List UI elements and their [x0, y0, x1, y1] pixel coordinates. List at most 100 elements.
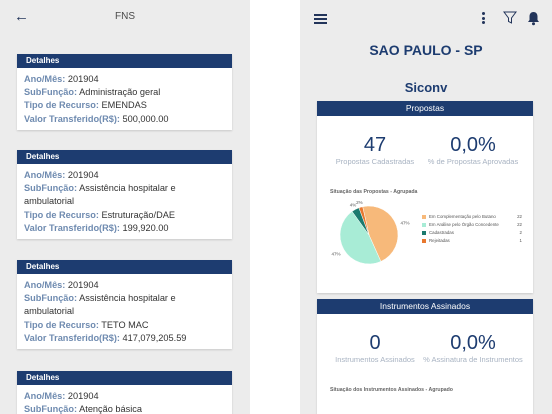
- app-title: Siconv: [404, 80, 448, 95]
- instrumentos-header: Instrumentos Assinados: [317, 299, 533, 314]
- detail-field: SubFunção: Administração geral: [24, 86, 225, 99]
- legend-value: 2: [519, 230, 522, 235]
- field-value: TETO MAC: [101, 319, 149, 330]
- slice-label: 4%: [350, 202, 357, 207]
- field-value: EMENDAS: [101, 100, 147, 111]
- propostas-cadastradas-stat: 47 Propostas Cadastradas: [325, 133, 425, 167]
- field-label: Tipo de Recurso:: [24, 319, 99, 330]
- stat-caption: Instrumentos Assinados: [335, 355, 415, 364]
- legend-item: Cadastradas 2: [422, 229, 522, 237]
- arrow-left-icon[interactable]: ←: [14, 8, 29, 25]
- legend-item: Em Análise pelo Órgão Concedente 22: [422, 221, 522, 229]
- field-label: Ano/Mês:: [24, 170, 66, 180]
- card-header: Detalhes: [17, 260, 232, 274]
- detail-field: Ano/Mês: 201904: [24, 169, 225, 182]
- field-label: SubFunção:: [24, 293, 78, 304]
- slice-label: 47%: [401, 221, 410, 226]
- chart-title: Situação das Propostas - Agrupada: [330, 189, 418, 195]
- field-label: Tipo de Recurso:: [24, 100, 99, 111]
- detail-card: Detalhes Ano/Mês: 201904 SubFunção: Assist…: [17, 260, 232, 350]
- field-label: SubFunção:: [24, 404, 78, 414]
- stat-value: 0,0%: [450, 332, 496, 354]
- field-value: Assistência hospitalar e ambulatorial: [24, 183, 176, 207]
- detail-field: SubFunção: Assistência hospitalar e ambu…: [24, 182, 225, 208]
- legend-label: Em Análise pelo Órgão Concedente: [429, 222, 499, 227]
- filter-icon[interactable]: [503, 11, 517, 25]
- detail-field: Valor Transferido(R$): 417,079,205.59: [24, 332, 225, 345]
- card-header: Detalhes: [17, 54, 232, 68]
- field-value: Assistência hospitalar e ambulatorial: [24, 293, 176, 317]
- card-body: Ano/Mês: 201904 SubFunção: Assistência ho…: [17, 164, 232, 239]
- detail-field: SubFunção: Atenção básica: [24, 403, 225, 414]
- legend-item: Rejeitadas 1: [422, 237, 522, 245]
- page-title: FNS: [115, 11, 135, 22]
- legend-value: 1: [519, 238, 522, 243]
- detail-field: SubFunção: Assistência hospitalar e ambu…: [24, 292, 225, 318]
- detail-field: Tipo de Recurso: EMENDAS: [24, 99, 225, 112]
- detail-field: Ano/Mês: 201904: [24, 73, 225, 86]
- propostas-aprovadas-stat: 0,0% % de Propostas Aprovadas: [423, 133, 523, 167]
- legend-label: Rejeitadas: [429, 238, 450, 243]
- fns-screen: ← FNS Detalhes Ano/Mês: 201904 SubFunção: …: [0, 0, 250, 414]
- stat-value: 47: [363, 134, 387, 156]
- field-value: 201904: [67, 391, 99, 401]
- detail-field: Tipo de Recurso: Estruturação/DAE: [24, 209, 225, 222]
- legend-swatch: [422, 239, 426, 243]
- legend-label: Em Complementação pelo Butano: [429, 214, 496, 219]
- slice-label: 2%: [356, 200, 363, 205]
- field-label: SubFunção:: [24, 183, 78, 194]
- slice-label: 47%: [332, 251, 341, 256]
- detail-field: Ano/Mês: 201904: [24, 390, 225, 403]
- detail-field: Valor Transferido(R$): 199,920.00: [24, 222, 225, 235]
- detail-field: Ano/Mês: 201904: [24, 279, 225, 292]
- card-body: Ano/Mês: 201904 SubFunção: Administração …: [17, 68, 232, 130]
- field-label: Valor Transferido(R$):: [24, 222, 120, 233]
- card-body: Ano/Mês: 201904 SubFunção: Atenção básica: [17, 385, 232, 414]
- siconv-screen: SAO PAULO - SP Siconv Propostas 47 Propo…: [300, 0, 552, 414]
- legend-swatch: [422, 231, 426, 235]
- pie-slice: [362, 205, 399, 262]
- detail-field: Tipo de Recurso: TETO MAC: [24, 319, 225, 332]
- legend-value: 22: [517, 222, 522, 227]
- pie-slice: [339, 211, 382, 265]
- field-value: Atenção básica: [79, 404, 142, 414]
- top-bar: ← FNS: [0, 0, 250, 36]
- instrumentos-assinados-stat: 0 Instrumentos Assinados: [325, 331, 425, 365]
- stat-caption: % de Propostas Aprovadas: [427, 157, 519, 166]
- stat-caption: % Assinatura de Instrumentos: [423, 355, 523, 364]
- stat-value: 0: [369, 332, 381, 354]
- field-value: 500,000.00: [122, 113, 169, 124]
- field-value: 417,079,205.59: [122, 332, 187, 343]
- field-label: Valor Transferido(R$):: [24, 113, 120, 124]
- city-title: SAO PAULO - SP: [369, 42, 483, 58]
- field-label: Tipo de Recurso:: [24, 209, 99, 220]
- detail-field: Valor Transferido(R$): 500,000.00: [24, 113, 225, 126]
- more-vertical-icon[interactable]: [482, 12, 486, 26]
- field-value: 199,920.00: [122, 222, 169, 233]
- field-value: 201904: [67, 170, 99, 180]
- field-value: Administração geral: [79, 87, 161, 98]
- field-label: Ano/Mês:: [24, 391, 66, 401]
- detail-card: Detalhes Ano/Mês: 201904 SubFunção: Assist…: [17, 150, 232, 240]
- bell-icon[interactable]: [527, 11, 540, 26]
- field-label: Valor Transferido(R$):: [24, 332, 120, 343]
- assinatura-stat: 0,0% % Assinatura de Instrumentos: [423, 331, 523, 365]
- pie-slice: [358, 206, 370, 236]
- stat-value: 0,0%: [450, 134, 496, 156]
- field-value: 201904: [67, 280, 99, 290]
- field-label: SubFunção:: [24, 87, 78, 98]
- propostas-panel: Propostas 47 Propostas Cadastradas 0,0% …: [317, 101, 533, 293]
- detail-card: Detalhes Ano/Mês: 201904 SubFunção: Atençã…: [17, 371, 232, 414]
- field-label: Ano/Mês:: [24, 280, 66, 290]
- card-body: Ano/Mês: 201904 SubFunção: Assistência ho…: [17, 274, 232, 349]
- chart-legend: Em Complementação pelo Butano 22 Em Anális…: [422, 213, 522, 245]
- hamburger-menu-icon[interactable]: [314, 14, 327, 26]
- chart-title: Situação dos Instrumentos Assinados - Ag…: [330, 387, 453, 393]
- legend-item: Em Complementação pelo Butano 22: [422, 213, 522, 221]
- legend-label: Cadastradas: [429, 230, 454, 235]
- legend-value: 22: [517, 214, 522, 219]
- card-header: Detalhes: [17, 150, 232, 164]
- field-value: 201904: [67, 74, 99, 84]
- detail-card: Detalhes Ano/Mês: 201904 SubFunção: Admini…: [17, 54, 232, 130]
- legend-swatch: [422, 215, 426, 219]
